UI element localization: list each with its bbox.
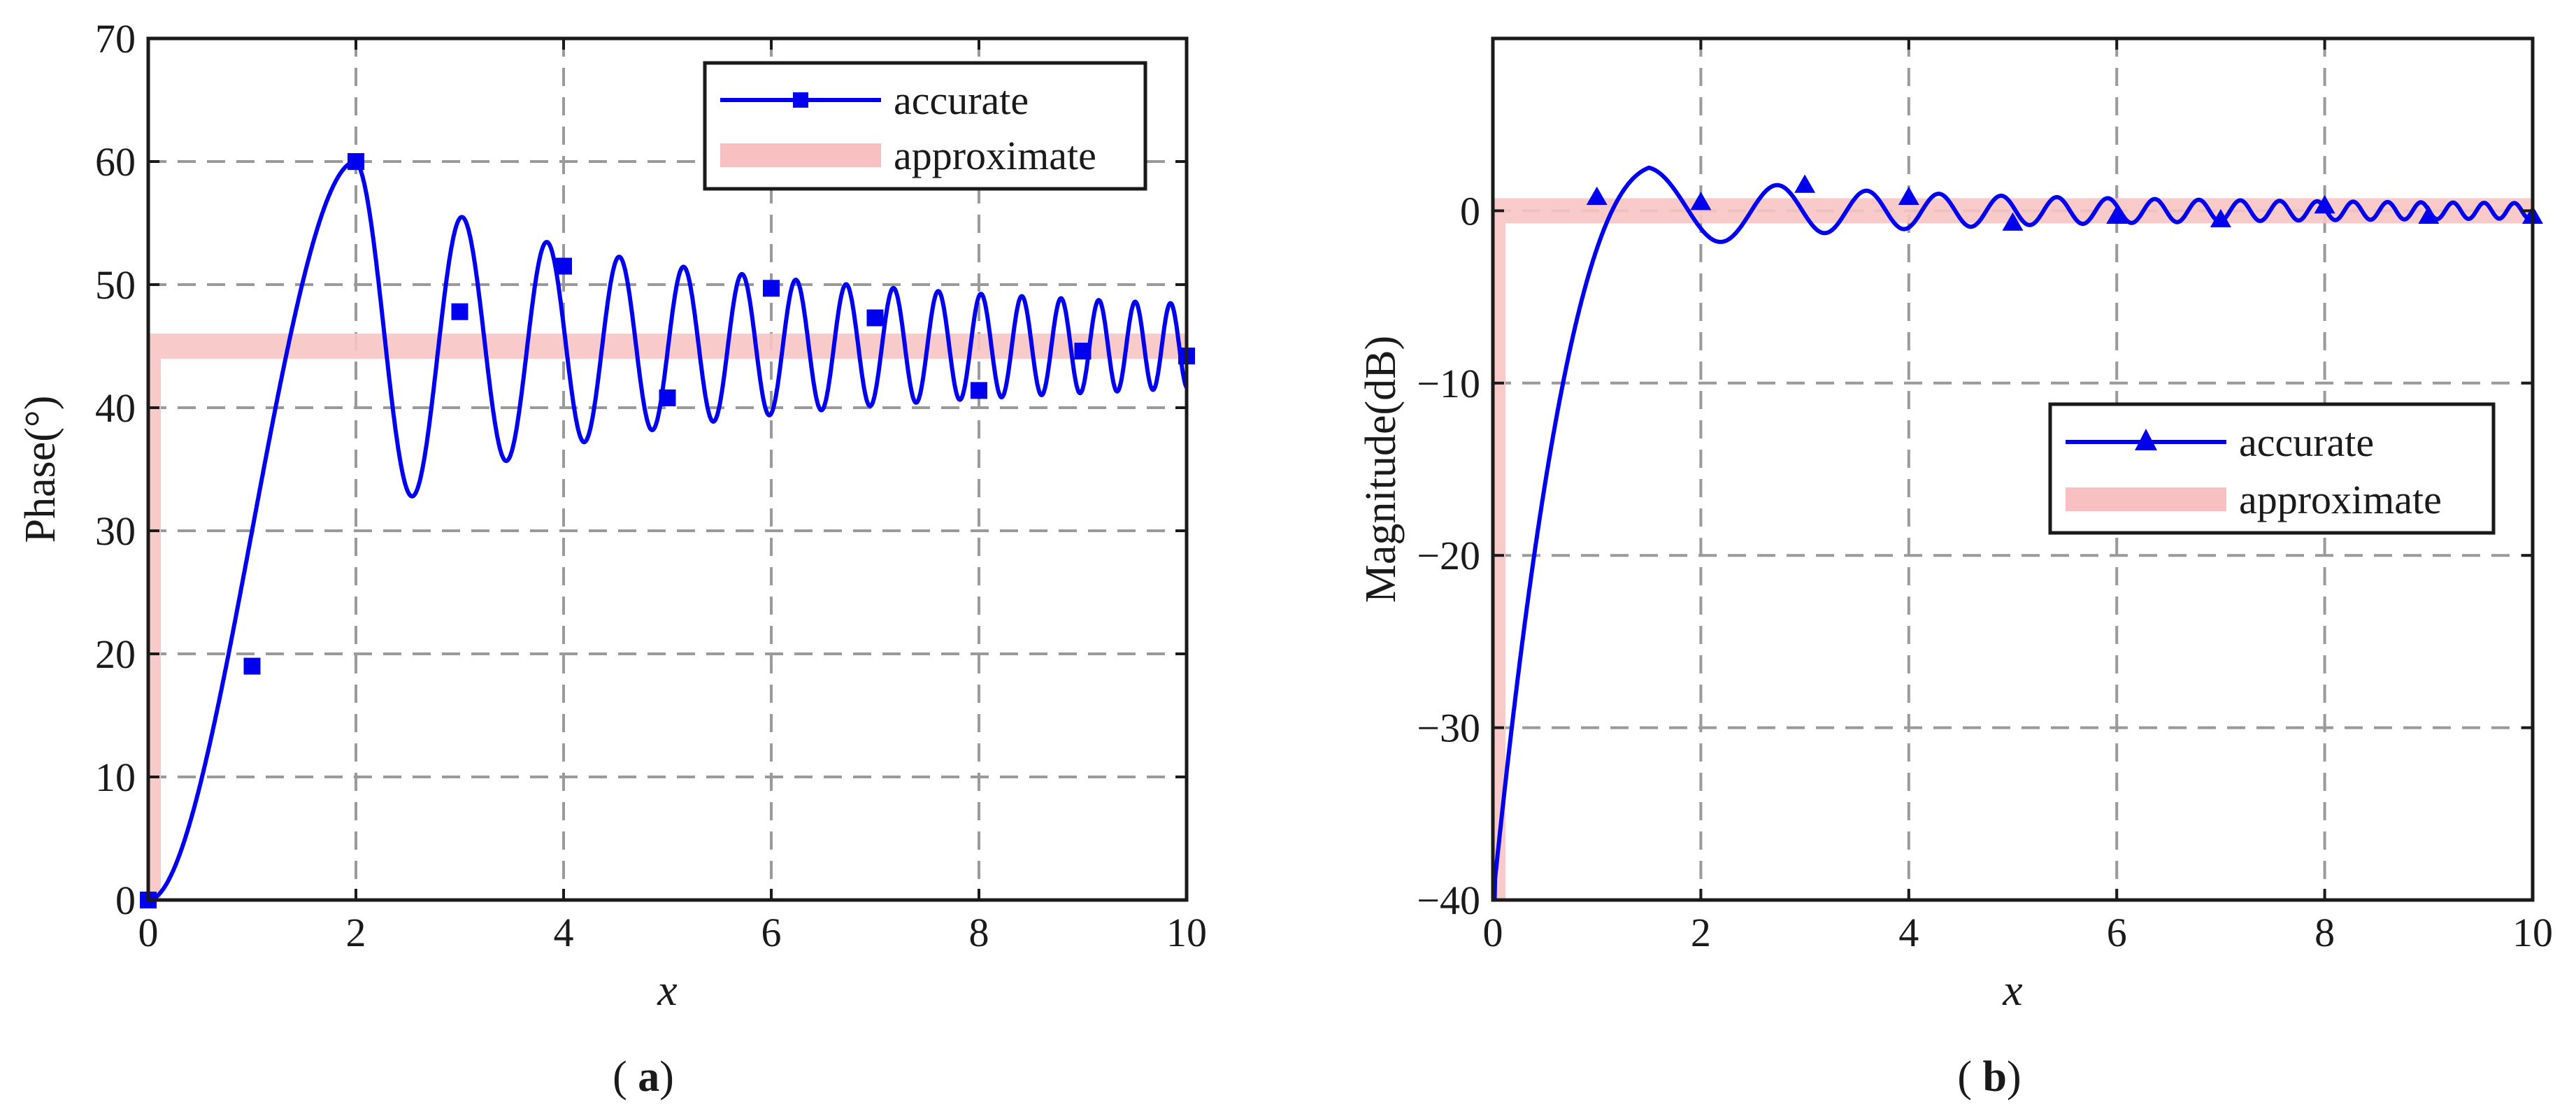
panel-b-series [1493, 165, 2543, 900]
a-accurate-marker [555, 257, 572, 275]
panel-b-legend: accurate approximate [2048, 402, 2496, 535]
a-x-tick-label: 0 [138, 910, 159, 955]
panel-b-y-axis-label: Magnitude(dB) [1357, 336, 1405, 603]
a-accurate-marker [763, 280, 780, 297]
a-accurate-line [148, 159, 1187, 900]
a-accurate-marker [866, 309, 884, 327]
b-accurate-marker [1586, 186, 1608, 205]
a-y-tick-label: 70 [95, 16, 136, 62]
b-accurate-marker [2314, 195, 2335, 214]
a-x-tick-label: 8 [969, 910, 989, 955]
b-y-tick-label: −20 [1417, 533, 1480, 578]
panel-a-plot-frame [146, 36, 1189, 902]
a-x-tick-label: 10 [1166, 910, 1207, 955]
panel-b-legend-triangle-marker [2135, 429, 2157, 450]
panel-a-ticks: 0 2 4 6 8 10 0 10 20 30 40 50 60 70 [95, 16, 1207, 955]
panel-b-legend-approximate-label: approximate [2239, 477, 2442, 522]
panel-a-x-axis-label: x [657, 965, 677, 1015]
panel-b-x-axis-label: x [2002, 965, 2022, 1015]
a-y-tick-label: 0 [115, 878, 136, 923]
b-accurate-line [1493, 165, 2533, 900]
panel-b-caption-text: ( [1957, 1053, 1972, 1101]
b-accurate-marker [1794, 174, 1816, 193]
panel-a-phase-chart: 0 2 4 6 8 10 0 10 20 30 40 50 60 70 Phase(°) x accura… [17, 16, 1207, 1101]
b-x-tick-label: 2 [1691, 910, 1711, 955]
a-accurate-marker [971, 382, 987, 399]
a-y-tick-label: 20 [95, 631, 136, 677]
b-accurate-marker [2418, 205, 2440, 224]
panel-b-plot-frame [1491, 36, 2535, 902]
a-x-tick-label: 6 [761, 910, 782, 955]
b-accurate-marker [2002, 212, 2024, 231]
panel-a-legend-box [703, 61, 1147, 191]
a-accurate-marker [348, 153, 364, 170]
a-accurate-marker [451, 303, 468, 320]
a-y-tick-label: 50 [95, 262, 136, 308]
panel-a-caption-text: ( [613, 1053, 627, 1101]
panel-a-legend-square-marker [793, 92, 808, 108]
b-y-tick-label: 0 [1460, 188, 1480, 234]
b-x-tick-label: 0 [1483, 910, 1503, 955]
panel-a-series [140, 153, 1195, 908]
a-y-tick-label: 30 [95, 508, 136, 554]
panel-b-legend-accurate-label: accurate [2239, 420, 2374, 465]
a-accurate-marker [659, 389, 676, 406]
a-y-tick-label: 40 [95, 385, 136, 431]
panel-b-caption-letter: b [1983, 1053, 2007, 1101]
panel-a-y-axis-label: Phase(°) [17, 396, 64, 543]
panel-b-magnitude-chart: 0 2 4 6 8 10 −40 −30 −20 −10 0 Magnitude(dB) x acc… [1357, 36, 2553, 1101]
panel-a-legend: accurate approximate [703, 61, 1147, 191]
b-y-tick-label: −40 [1417, 878, 1480, 923]
a-x-tick-label: 4 [554, 910, 574, 955]
a-y-tick-label: 60 [95, 139, 136, 185]
b-y-tick-label: −30 [1417, 706, 1480, 751]
panel-b-caption: ( b) [1957, 1053, 2021, 1101]
panel-a-caption-letter: a [638, 1053, 659, 1101]
a-x-tick-label: 2 [346, 910, 366, 955]
panel-a-legend-approximate-label: approximate [894, 133, 1096, 178]
a-accurate-marker [243, 657, 261, 675]
panel-b-ticks: 0 2 4 6 8 10 −40 −30 −20 −10 0 [1417, 38, 2553, 955]
b-y-tick-label: −10 [1417, 361, 1480, 406]
b-accurate-marker [2106, 205, 2128, 224]
b-x-tick-label: 10 [2512, 910, 2553, 955]
panel-b-caption-close: ) [2007, 1053, 2022, 1101]
a-approximate-line [148, 334, 1187, 900]
panel-a-caption: ( a) [613, 1053, 674, 1101]
panel-b-legend-box [2048, 402, 2496, 535]
a-y-tick-label: 10 [95, 755, 136, 800]
b-accurate-marker [2210, 208, 2231, 227]
b-accurate-marker [1898, 186, 1919, 205]
panel-a-caption-close: ) [659, 1053, 674, 1101]
b-x-tick-label: 8 [2314, 910, 2335, 955]
b-x-tick-label: 4 [1898, 910, 1919, 955]
a-accurate-marker [1074, 343, 1092, 360]
b-x-tick-label: 6 [2107, 910, 2127, 955]
b-accurate-marker [1690, 192, 1712, 210]
panel-a-legend-accurate-label: accurate [894, 78, 1029, 123]
